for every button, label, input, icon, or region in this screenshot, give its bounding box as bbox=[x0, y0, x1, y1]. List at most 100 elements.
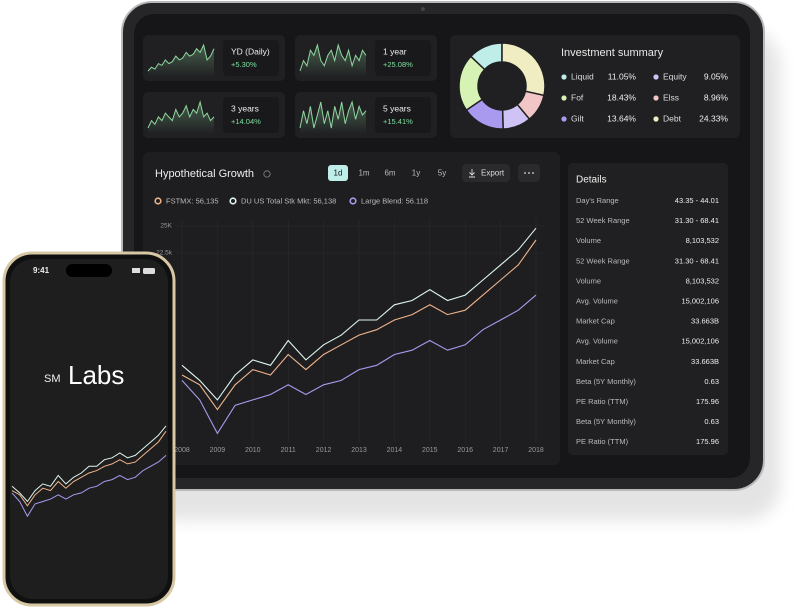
range-tab[interactable]: 1y bbox=[412, 169, 420, 178]
legend-dot bbox=[653, 116, 659, 122]
phone-island bbox=[66, 264, 112, 277]
legend-value: 24.33% bbox=[699, 113, 728, 123]
stat-label: 1 year bbox=[383, 46, 407, 56]
sparkline-area bbox=[300, 45, 366, 77]
donut-segment bbox=[501, 42, 546, 97]
range-tab[interactable]: 6m bbox=[384, 169, 395, 178]
stat-box bbox=[375, 97, 431, 133]
investment-title: Investment summary bbox=[561, 47, 664, 59]
detail-value: 33.663B bbox=[691, 317, 719, 326]
phone-series-line bbox=[11, 430, 167, 507]
signal-icon bbox=[132, 268, 140, 273]
detail-value: 0.63 bbox=[704, 417, 719, 426]
x-tick-label: 2018 bbox=[528, 447, 544, 454]
camera bbox=[421, 7, 425, 11]
more-dot bbox=[524, 172, 526, 174]
legend-label: Liquid bbox=[571, 71, 594, 81]
legend-dot bbox=[653, 74, 659, 80]
stat-change: +5.30% bbox=[231, 60, 257, 69]
detail-value: 33.663B bbox=[691, 357, 719, 366]
detail-label: PE Ratio (TTM) bbox=[576, 397, 629, 406]
y-tick-label: 22.5k bbox=[156, 250, 173, 257]
more-dot bbox=[532, 172, 534, 174]
detail-label: PE Ratio (TTM) bbox=[576, 437, 629, 446]
detail-label: Avg. Volume bbox=[576, 296, 618, 305]
logo-large: Labs bbox=[68, 360, 124, 390]
detail-value: 8,103,532 bbox=[686, 276, 719, 285]
x-tick-label: 2015 bbox=[422, 447, 438, 454]
phone-series-line bbox=[11, 455, 167, 518]
detail-value: 15,002,106 bbox=[681, 296, 719, 305]
phone-chart bbox=[11, 425, 167, 518]
legend-label: Equity bbox=[663, 71, 687, 81]
sparkline bbox=[299, 43, 367, 72]
export-label[interactable]: Export bbox=[481, 169, 505, 178]
detail-label: Market Cap bbox=[576, 317, 615, 326]
legend-label: Large Blend: 56.118 bbox=[361, 196, 428, 205]
logo-small: SM bbox=[44, 373, 61, 385]
detail-value: 31.30 - 68.41 bbox=[675, 256, 719, 265]
sparkline-area bbox=[148, 102, 214, 134]
detail-value: 175.96 bbox=[696, 437, 719, 446]
legend-label: Debt bbox=[663, 113, 682, 123]
info-icon[interactable] bbox=[263, 170, 271, 178]
x-tick-label: 2011 bbox=[281, 447, 296, 454]
stat-change: +15.41% bbox=[383, 117, 413, 126]
sparkline bbox=[147, 43, 215, 72]
legend-dot bbox=[561, 74, 567, 80]
series-line bbox=[181, 227, 537, 401]
legend-label: Elss bbox=[663, 92, 679, 102]
stat-box bbox=[223, 40, 279, 76]
x-tick-label: 2013 bbox=[351, 447, 367, 454]
battery-icon bbox=[143, 268, 155, 274]
x-tick-label: 2014 bbox=[387, 447, 403, 454]
legend-label: Gilt bbox=[571, 113, 584, 123]
range-tab-active bbox=[328, 165, 348, 181]
range-tab[interactable]: 1d bbox=[334, 169, 343, 178]
x-tick-label: 2010 bbox=[245, 447, 261, 454]
x-tick-label: 2009 bbox=[210, 447, 226, 454]
legend-dot bbox=[349, 197, 357, 205]
x-tick-label: 2017 bbox=[493, 447, 509, 454]
phone-time: 9:41 bbox=[33, 266, 50, 275]
detail-label: Avg. Volume bbox=[576, 337, 618, 346]
legend-dot bbox=[229, 197, 237, 205]
range-tab[interactable]: 5y bbox=[438, 169, 446, 178]
stat-change: +25.08% bbox=[383, 60, 413, 69]
detail-label: Day's Range bbox=[576, 196, 619, 205]
detail-value: 175.96 bbox=[696, 397, 719, 406]
y-tick-label: 25K bbox=[160, 223, 172, 230]
x-tick-label: 2008 bbox=[174, 447, 190, 454]
detail-label: Beta (5Y Monthly) bbox=[576, 417, 636, 426]
stat-box bbox=[223, 97, 279, 133]
sparkline bbox=[299, 100, 367, 129]
series-line bbox=[181, 294, 537, 435]
detail-label: Beta (5Y Monthly) bbox=[576, 377, 636, 386]
legend-dot bbox=[561, 116, 567, 122]
phone-series-line bbox=[11, 425, 167, 503]
stat-label: 5 years bbox=[383, 103, 411, 113]
sparkline bbox=[147, 100, 215, 129]
detail-label: Volume bbox=[576, 236, 601, 245]
detail-label: Market Cap bbox=[576, 357, 615, 366]
detail-label: Volume bbox=[576, 276, 601, 285]
details-panel bbox=[568, 163, 728, 455]
more-dot bbox=[528, 172, 530, 174]
legend-dot bbox=[154, 197, 162, 205]
legend-dot bbox=[653, 95, 659, 101]
stat-change: +14.04% bbox=[231, 117, 261, 126]
legend-label: Fof bbox=[571, 92, 584, 102]
stat-box bbox=[375, 40, 431, 76]
x-tick-label: 2012 bbox=[316, 447, 332, 454]
stat-cards: YD (Daily) +5.30% 1 year +25.08% 3 years +14.… bbox=[143, 35, 437, 138]
growth-panel bbox=[143, 152, 560, 465]
detail-value: 15,002,106 bbox=[681, 337, 719, 346]
export-button[interactable] bbox=[462, 164, 510, 182]
range-tab[interactable]: 1m bbox=[358, 169, 369, 178]
stat-label: YD (Daily) bbox=[231, 46, 270, 56]
series-line bbox=[181, 239, 537, 411]
detail-label: 52 Week Range bbox=[576, 256, 630, 265]
phone-screen bbox=[10, 259, 168, 599]
